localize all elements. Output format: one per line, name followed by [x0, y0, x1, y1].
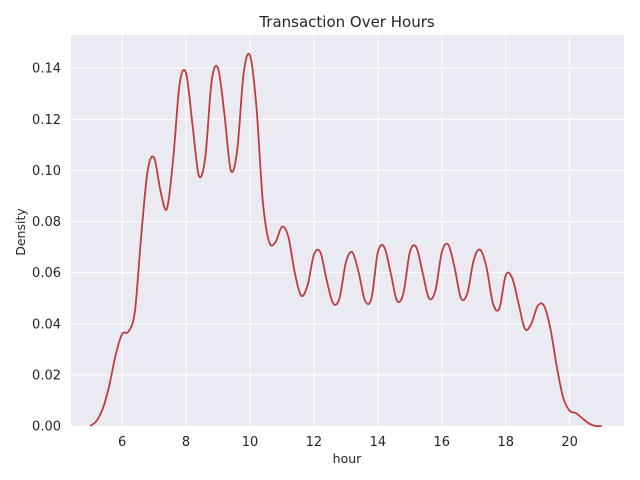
x-tick-label: 20: [561, 435, 578, 450]
y-tick-label: 0.06: [32, 266, 61, 281]
plot-background: [71, 35, 624, 426]
x-tick-label: 14: [370, 435, 387, 450]
chart-title: Transaction Over Hours: [258, 13, 435, 31]
y-tick-label: 0.08: [32, 215, 61, 230]
y-tick-label: 0.12: [32, 113, 61, 128]
x-axis-label: hour: [333, 451, 362, 466]
x-tick-label: 16: [434, 435, 451, 450]
density-line: [89, 52, 602, 428]
x-tick-label: 18: [497, 435, 514, 450]
x-gridlines: [121, 35, 571, 426]
y-axis-label: Density: [13, 208, 28, 256]
x-tick-label: 6: [118, 435, 126, 450]
x-tick-label: 10: [242, 435, 259, 450]
y-tick-label: 0.00: [32, 420, 61, 435]
y-tick-label: 0.04: [32, 317, 61, 332]
y-gridlines: [71, 67, 624, 427]
y-tick-label: 0.14: [32, 62, 61, 77]
y-tick-label: 0.02: [32, 368, 61, 383]
x-tick-label: 12: [306, 435, 323, 450]
y-tick-label: 0.10: [32, 164, 61, 179]
x-tick-label: 8: [182, 435, 190, 450]
y-tick-labels: 0.00 0.02 0.04 0.06 0.08 0.10 0.12 0.14: [32, 62, 61, 435]
x-tick-labels: 6 8 10 12 14 16 18 20: [118, 435, 578, 450]
